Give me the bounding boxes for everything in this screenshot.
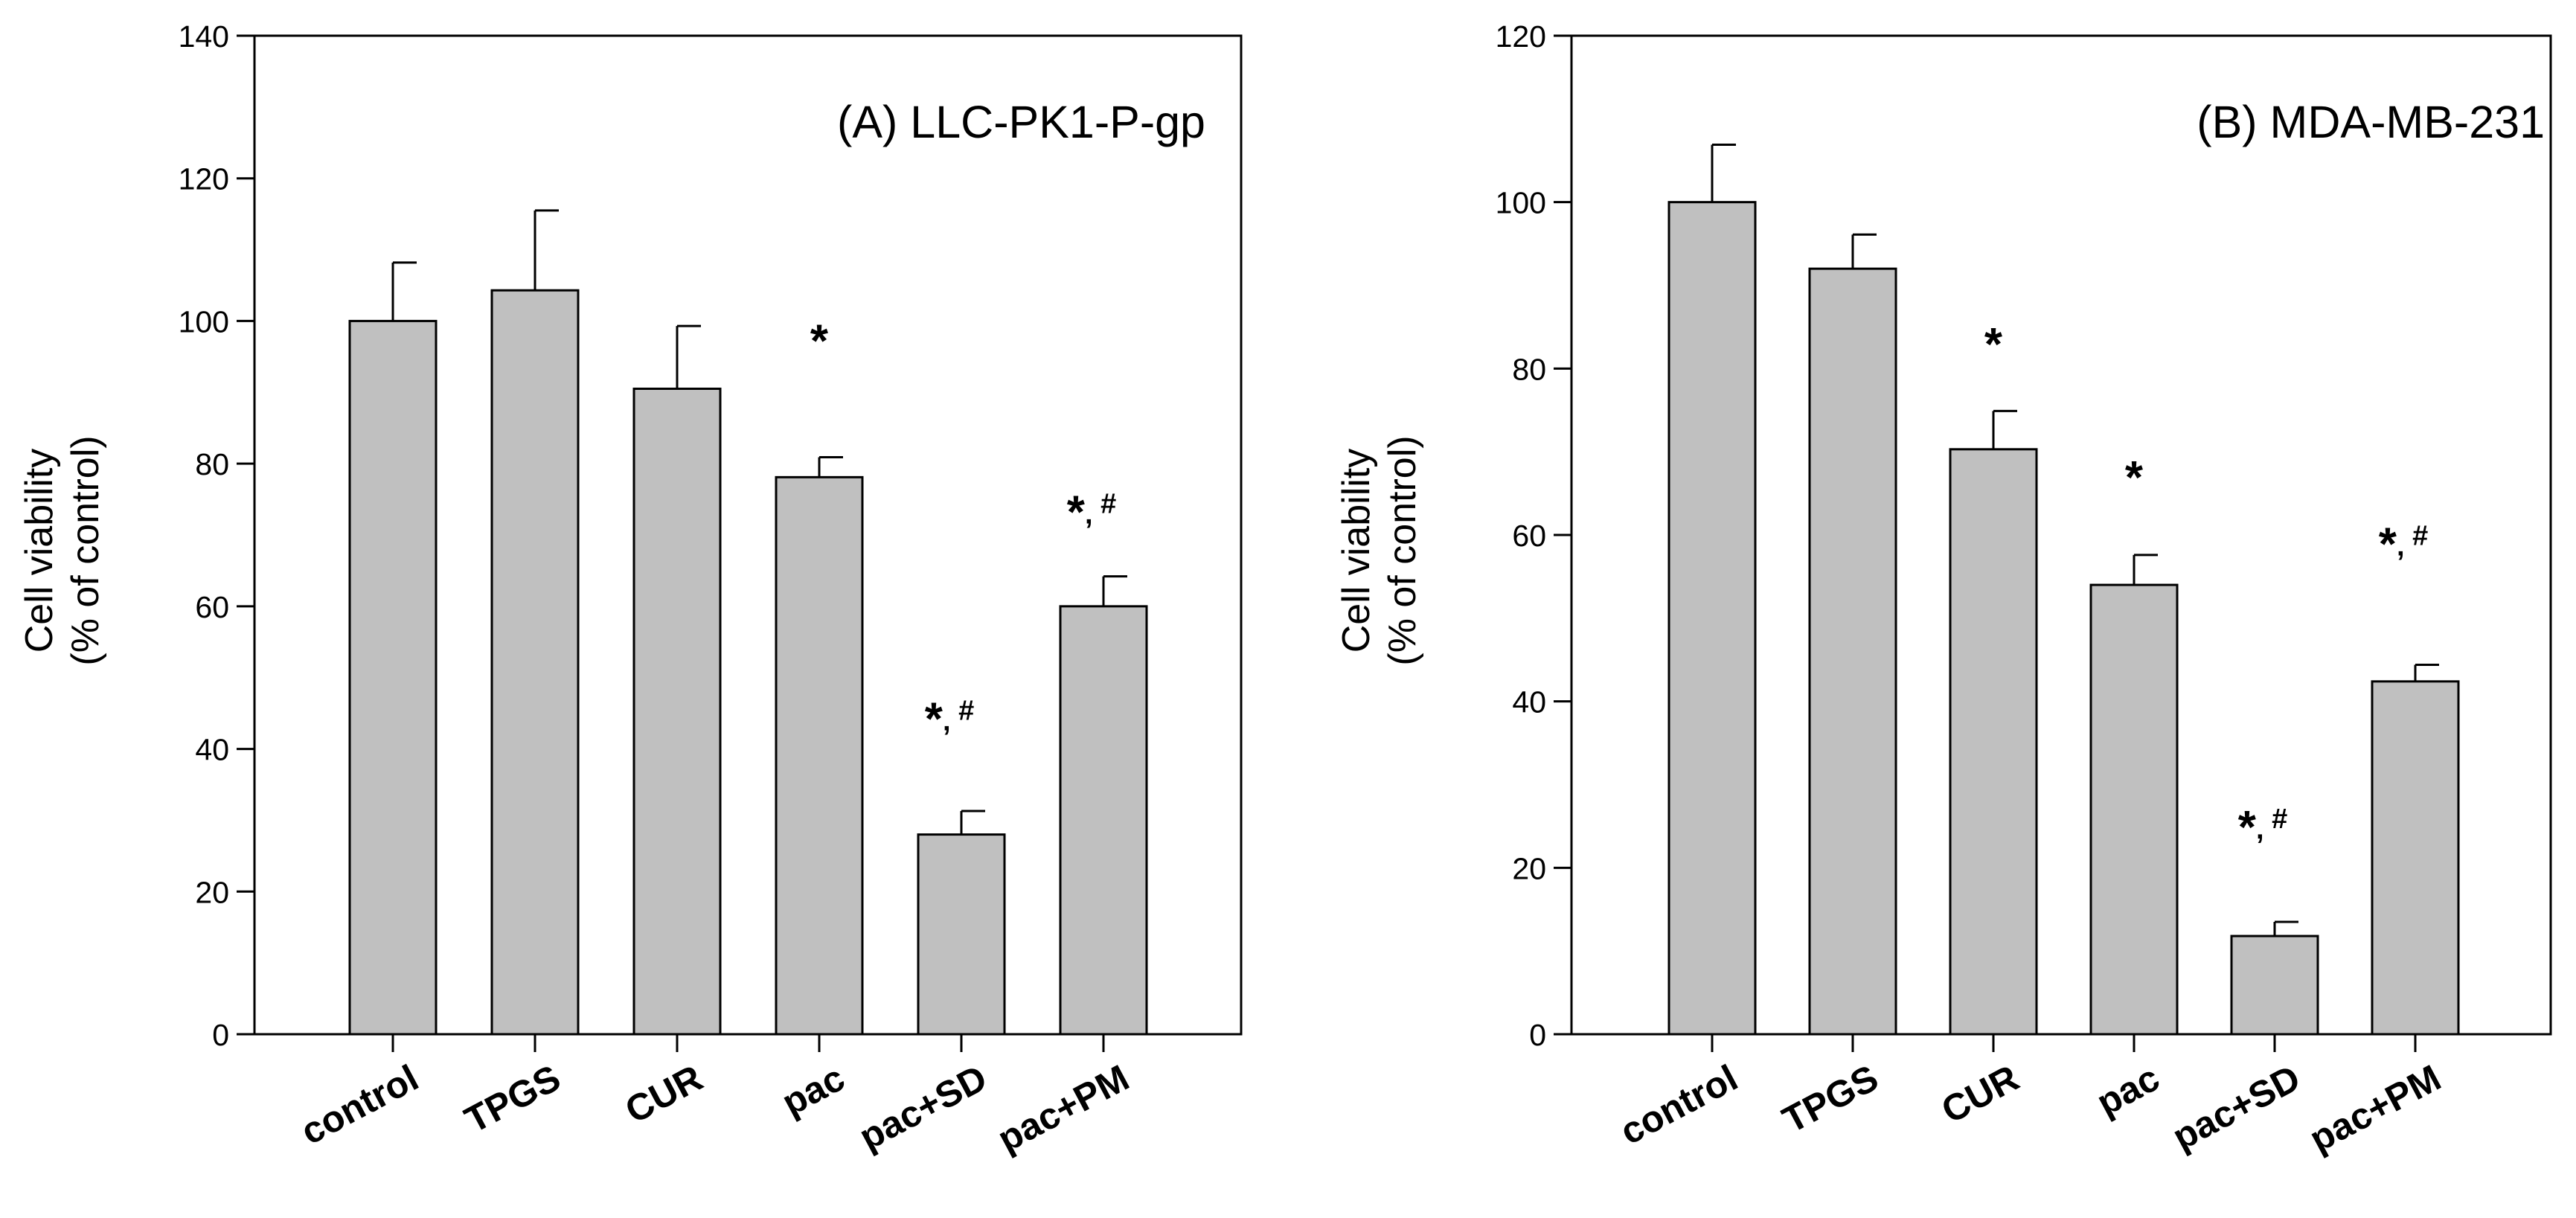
significance-label: *, # — [1067, 487, 1116, 538]
significance-label: * — [1984, 319, 2003, 371]
y-tick-label: 80 — [195, 447, 229, 481]
significance-star: * — [1067, 487, 1086, 538]
bar — [632, 387, 722, 1036]
plot-frame — [253, 34, 1243, 1036]
y-tick-label: 40 — [195, 733, 229, 767]
significance-label: * — [810, 315, 829, 367]
x-tick-label: pac — [775, 1057, 851, 1124]
significance-label: *, # — [2238, 802, 2287, 853]
significance-hash: # — [2272, 804, 2287, 835]
significance-label: *, # — [925, 693, 974, 745]
significance-hash: # — [958, 695, 974, 726]
y-tick-label: 40 — [1512, 685, 1546, 719]
y-axis-label-line: Cell viability — [1335, 449, 1378, 653]
significance-star: * — [2125, 452, 2144, 504]
bar — [2371, 680, 2460, 1036]
y-axis-label-line: (% of control) — [64, 435, 107, 665]
bar — [1059, 605, 1148, 1036]
bar — [2230, 935, 2319, 1036]
significance-star: * — [2238, 802, 2257, 853]
bar — [1667, 201, 1757, 1036]
bar — [1949, 448, 2038, 1036]
x-tick-label: CUR — [1935, 1057, 2025, 1131]
y-tick-label: 60 — [1512, 519, 1546, 553]
significance-star: * — [1984, 319, 2003, 371]
bar — [490, 289, 580, 1036]
x-tick-label: control — [1613, 1057, 1744, 1153]
y-tick-label: 120 — [1496, 19, 1546, 54]
y-tick-label: 20 — [195, 875, 229, 909]
y-axis-label-line: Cell viability — [18, 449, 61, 653]
chart-panel-b: 0 20 40 60 80 100 120 Cell viability(% of contr… — [1335, 19, 2552, 1160]
significance-label: * — [2125, 452, 2144, 504]
x-tick-label: pac+SD — [853, 1057, 993, 1158]
bar — [348, 319, 438, 1036]
bar — [1808, 267, 1897, 1036]
y-tick-label: 100 — [179, 304, 229, 339]
significance-hash: # — [2412, 521, 2428, 552]
y-tick-label: 120 — [179, 162, 229, 196]
significance-label: *, # — [2379, 519, 2428, 571]
x-tick-label: pac+SD — [2166, 1057, 2307, 1158]
y-tick-label: 80 — [1512, 352, 1546, 386]
x-tick-label: pac — [2090, 1057, 2166, 1124]
x-tick-label: CUR — [618, 1057, 709, 1131]
y-tick-label: 60 — [195, 590, 229, 624]
significance-star: * — [2379, 519, 2397, 571]
y-axis-label-line: (% of control) — [1381, 435, 1424, 665]
y-tick-label: 0 — [212, 1018, 229, 1052]
chart-title: (B) MDA-MB-231 — [2197, 97, 2545, 147]
chart-title: (A) LLC-PK1-P-gp — [837, 97, 1205, 147]
x-tick-label: pac+PM — [991, 1057, 1135, 1160]
significance-separator: , — [2256, 814, 2272, 845]
y-axis-label: Cell viability(% of control) — [18, 435, 107, 665]
significance-separator: , — [2397, 531, 2412, 562]
y-axis-label: Cell viability(% of control) — [1335, 435, 1424, 665]
x-tick-label: TPGS — [1776, 1057, 1885, 1141]
bar — [917, 833, 1006, 1036]
significance-separator: , — [1085, 499, 1100, 530]
y-tick-label: 0 — [1529, 1018, 1546, 1052]
x-tick-label: pac+PM — [2303, 1057, 2447, 1160]
bar — [775, 475, 864, 1036]
y-tick-label: 20 — [1512, 851, 1546, 885]
significance-separator: , — [943, 705, 958, 737]
significance-hash: # — [1100, 488, 1116, 519]
bar — [2089, 583, 2179, 1036]
y-tick-label: 100 — [1496, 186, 1546, 220]
y-tick-label: 140 — [179, 19, 229, 54]
x-tick-label: control — [294, 1057, 425, 1153]
significance-star: * — [925, 693, 943, 745]
x-tick-label: TPGS — [458, 1057, 567, 1141]
significance-star: * — [810, 315, 829, 367]
chart-panel-a: 0 20 40 60 80 100 120 140 Cell viability(% of co… — [18, 19, 1243, 1160]
